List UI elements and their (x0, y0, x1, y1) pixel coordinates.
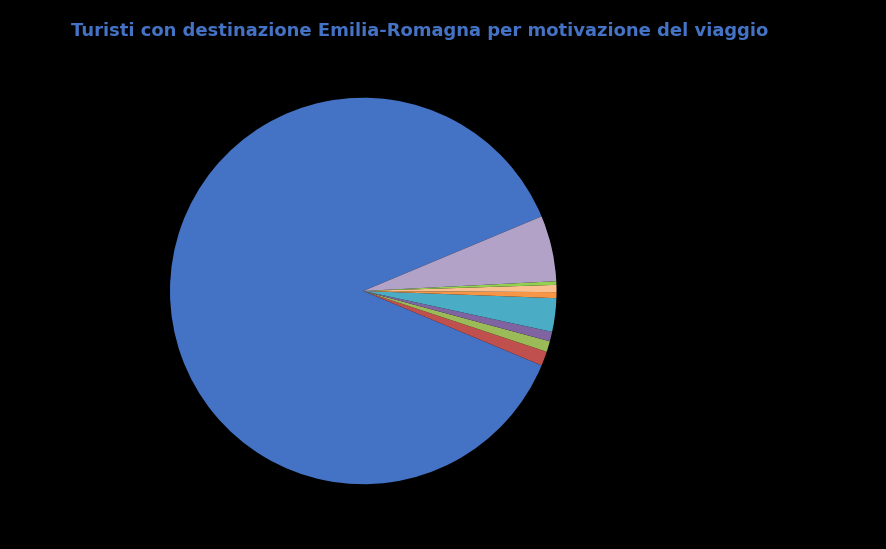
Wedge shape (363, 291, 550, 352)
Wedge shape (363, 291, 552, 341)
Wedge shape (363, 285, 556, 292)
Wedge shape (363, 281, 556, 291)
Wedge shape (363, 216, 556, 291)
Wedge shape (363, 291, 556, 332)
Wedge shape (363, 291, 556, 298)
Wedge shape (363, 291, 547, 366)
Wedge shape (170, 98, 541, 484)
Text: Turisti con destinazione Emilia-Romagna per motivazione del viaggio: Turisti con destinazione Emilia-Romagna … (71, 22, 768, 40)
